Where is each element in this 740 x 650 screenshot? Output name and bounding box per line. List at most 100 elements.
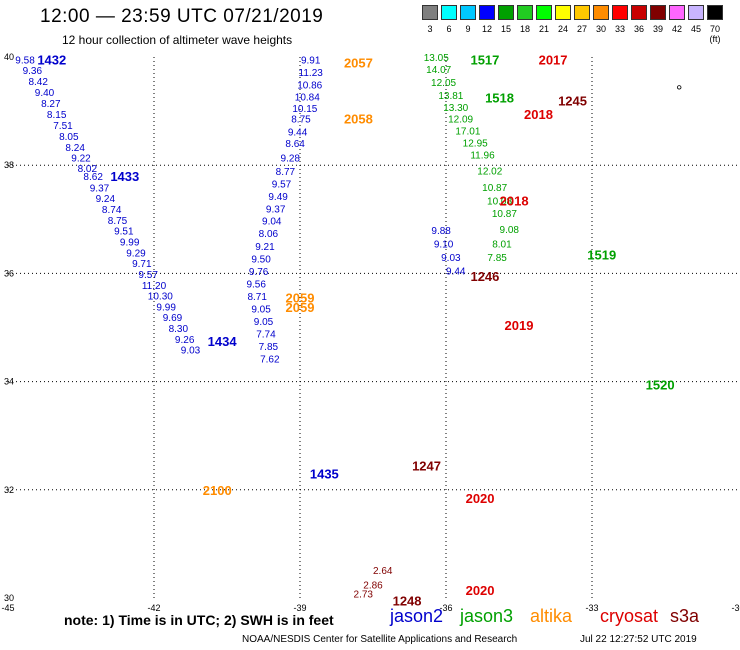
swh-value: 8.74 bbox=[102, 205, 122, 216]
track-id-label: 2017 bbox=[539, 53, 568, 68]
swh-value: 7.62 bbox=[260, 354, 280, 365]
swh-value: 9.44 bbox=[446, 267, 466, 278]
x-tick-label: -30 bbox=[731, 603, 740, 613]
track-id-label: 2018 bbox=[524, 107, 553, 122]
colorbar-label: 27 bbox=[576, 24, 587, 34]
track-id-label: 1246 bbox=[470, 269, 499, 284]
x-tick-label: -33 bbox=[585, 603, 598, 613]
track-id-label: 2057 bbox=[344, 55, 373, 70]
swh-value: 12.05 bbox=[431, 78, 456, 89]
swh-value: 9.26 bbox=[175, 335, 195, 346]
x-tick-label: -39 bbox=[293, 603, 306, 613]
swh-value: 11.23 bbox=[299, 68, 324, 79]
swh-value: 9.91 bbox=[301, 56, 321, 67]
swh-value: 9.05 bbox=[254, 317, 274, 328]
colorbar-swatch bbox=[688, 5, 704, 20]
swh-value: 13.81 bbox=[438, 91, 463, 102]
swh-value: 8.30 bbox=[169, 324, 189, 335]
swh-value: 9.29 bbox=[126, 248, 146, 259]
swh-value: 11.20 bbox=[142, 281, 167, 292]
track-id-label: 1245 bbox=[558, 93, 587, 108]
colorbar-swatch bbox=[460, 5, 476, 20]
colorbar-swatch bbox=[612, 5, 628, 20]
x-tick-label: -45 bbox=[1, 603, 14, 613]
swh-value: 9.37 bbox=[90, 183, 110, 194]
track-s3a: 2.732.86 2.64 bbox=[354, 566, 393, 601]
swh-value: 8.64 bbox=[285, 139, 305, 150]
swh-value: 11.96 bbox=[470, 150, 495, 161]
island-symbol: ° bbox=[676, 83, 682, 100]
colorbar-label: 18 bbox=[519, 24, 530, 34]
swh-value: 10.87 bbox=[482, 183, 507, 194]
colorbar-swatch bbox=[574, 5, 590, 20]
y-tick-label: 32 bbox=[4, 485, 14, 495]
colorbar-label: 42 bbox=[671, 24, 682, 34]
date-stamp: Jul 22 12:27:52 UTC 2019 bbox=[580, 634, 697, 645]
colorbar-label: 30 bbox=[595, 24, 606, 34]
axis-ticks: -45 -42 -39 -36 -33 -30 30 32 34 36 38 40 bbox=[1, 52, 740, 613]
track-id-label: 1435 bbox=[310, 467, 339, 482]
swh-value: 9.37 bbox=[266, 204, 286, 215]
swh-value: 8.42 bbox=[28, 77, 48, 88]
swh-value: 14.07 bbox=[426, 65, 451, 76]
swh-value: 9.10 bbox=[434, 240, 454, 251]
footer-note: note: 1) Time is in UTC; 2) SWH is in fe… bbox=[64, 612, 334, 628]
swh-value: 10.08 bbox=[487, 196, 512, 207]
island-marker: ° bbox=[676, 83, 682, 100]
swh-value: 10.84 bbox=[295, 92, 320, 103]
colorbar-swatch bbox=[536, 5, 552, 20]
y-tick-label: 40 bbox=[4, 52, 14, 62]
swh-value: 10.30 bbox=[148, 292, 173, 303]
track-id-label: 1520 bbox=[646, 377, 675, 392]
track-id-label: 2019 bbox=[505, 318, 534, 333]
swh-value: 8.75 bbox=[108, 216, 128, 227]
colorbar-label: 3 bbox=[427, 24, 433, 34]
swh-value: 9.44 bbox=[288, 128, 308, 139]
swh-value: 9.99 bbox=[120, 237, 140, 248]
track-id-label: 1519 bbox=[587, 247, 616, 262]
colorbar-swatch bbox=[517, 5, 533, 20]
swh-value: 8.27 bbox=[41, 99, 61, 110]
track-jason2: 9.88 9.10 9.03 9.44 bbox=[431, 226, 466, 278]
swh-value: 8.24 bbox=[65, 143, 85, 154]
colorbar-label: 15 bbox=[500, 24, 511, 34]
swh-value: 9.50 bbox=[251, 254, 271, 265]
swh-value: 9.57 bbox=[138, 270, 158, 281]
colorbar-swatch bbox=[422, 5, 438, 20]
swh-value: 9.24 bbox=[96, 194, 116, 205]
swh-value: 10.15 bbox=[292, 104, 317, 115]
swh-value: 9.04 bbox=[262, 216, 282, 227]
colorbar-label: 70 (ft) bbox=[709, 24, 721, 44]
y-tick-label: 38 bbox=[4, 160, 14, 170]
colorbar-label: 33 bbox=[614, 24, 625, 34]
colorbar-swatch bbox=[650, 5, 666, 20]
colorbar-label: 24 bbox=[557, 24, 568, 34]
swh-value: 9.03 bbox=[441, 253, 461, 264]
track-id-label: 2059 bbox=[286, 291, 315, 306]
swh-value: 2.86 bbox=[363, 580, 383, 591]
swh-value: 12.95 bbox=[463, 138, 488, 149]
swh-value: 7.85 bbox=[487, 253, 507, 264]
swh-value: 9.05 bbox=[251, 305, 271, 316]
colorbar-label: 6 bbox=[446, 24, 452, 34]
swh-value: 7.74 bbox=[256, 329, 276, 340]
swh-value: 8.06 bbox=[259, 229, 279, 240]
track-jason2: 9.589.368.429.408.278.157.518.058.249.22… bbox=[15, 56, 200, 357]
swh-value: 8.62 bbox=[83, 172, 103, 183]
colorbar-label: 9 bbox=[465, 24, 471, 34]
track-id-label: 2020 bbox=[466, 583, 495, 598]
colorbar-swatch bbox=[669, 5, 685, 20]
x-tick-label: -42 bbox=[147, 603, 160, 613]
track-id-label: 2020 bbox=[466, 491, 495, 506]
credit-line: NOAA/NESDIS Center for Satellite Applica… bbox=[242, 634, 518, 645]
colorbar-swatch bbox=[479, 5, 495, 20]
track-id-label: 2100 bbox=[203, 483, 232, 498]
swh-value: 9.36 bbox=[23, 66, 43, 77]
y-tick-label: 36 bbox=[4, 268, 14, 278]
swh-value: 9.76 bbox=[249, 267, 269, 278]
colorbar-label: 36 bbox=[633, 24, 644, 34]
colorbar-label: 12 bbox=[481, 24, 492, 34]
